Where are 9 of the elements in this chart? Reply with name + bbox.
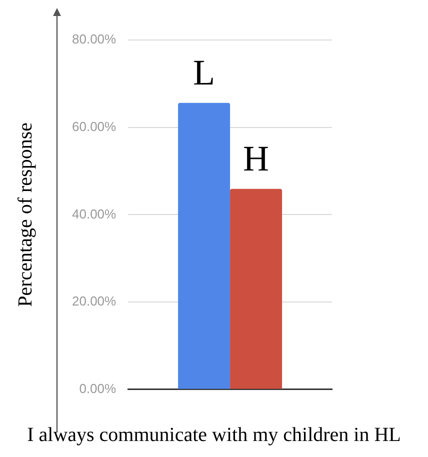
y-tick-label: 20.00%	[72, 294, 117, 309]
series-label: H	[243, 138, 270, 178]
x-axis-title: I always communicate with my children in HL	[26, 424, 402, 447]
series-label: L	[193, 52, 216, 92]
y-tick-label: 40.00%	[72, 206, 117, 222]
y-axis-title: Percentage of response	[14, 122, 36, 307]
y-tick-label: 80.00%	[72, 32, 117, 47]
y-tick-label: 60.00%	[72, 118, 117, 134]
y-tick-label: 0.00%	[79, 380, 117, 396]
